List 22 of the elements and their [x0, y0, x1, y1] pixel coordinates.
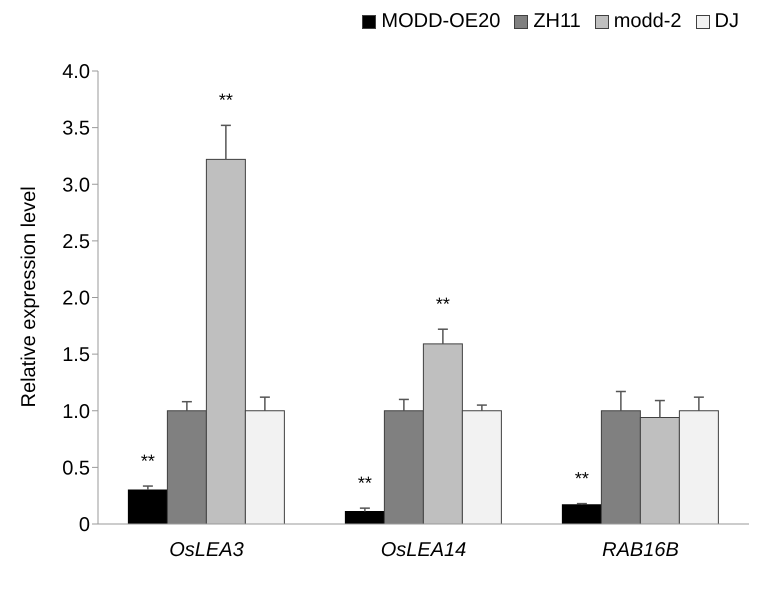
y-tick-label: 0 — [78, 514, 90, 536]
y-tick-label: 2.5 — [62, 230, 90, 253]
y-tick-label: 1.5 — [62, 344, 90, 366]
legend-label: DJ — [714, 10, 739, 33]
annotation: ** — [218, 90, 233, 110]
y-tick-label: 1.0 — [62, 400, 90, 423]
annotation: ** — [358, 472, 372, 493]
y-tick-label: 3.5 — [62, 118, 90, 140]
y-axis-title: Relative expression level — [18, 186, 40, 408]
annotation: ** — [574, 468, 589, 488]
y-tick-label: 4.0 — [62, 61, 90, 84]
y-tick-label: 2.0 — [62, 288, 90, 310]
x-tick-label: OsLEA14 — [380, 539, 466, 562]
legend-label: modd-2 — [614, 10, 682, 33]
annotation: ** — [140, 450, 155, 471]
y-tick-label: 0.5 — [62, 457, 90, 480]
annotation: ** — [436, 294, 450, 314]
legend-label: MODD-OE20 — [381, 10, 500, 33]
y-tick-label: 3.0 — [62, 174, 90, 196]
legend-label: ZH11 — [533, 10, 581, 33]
x-tick-label: RAB16B — [602, 539, 679, 562]
x-tick-label: OsLEA3 — [169, 539, 244, 562]
